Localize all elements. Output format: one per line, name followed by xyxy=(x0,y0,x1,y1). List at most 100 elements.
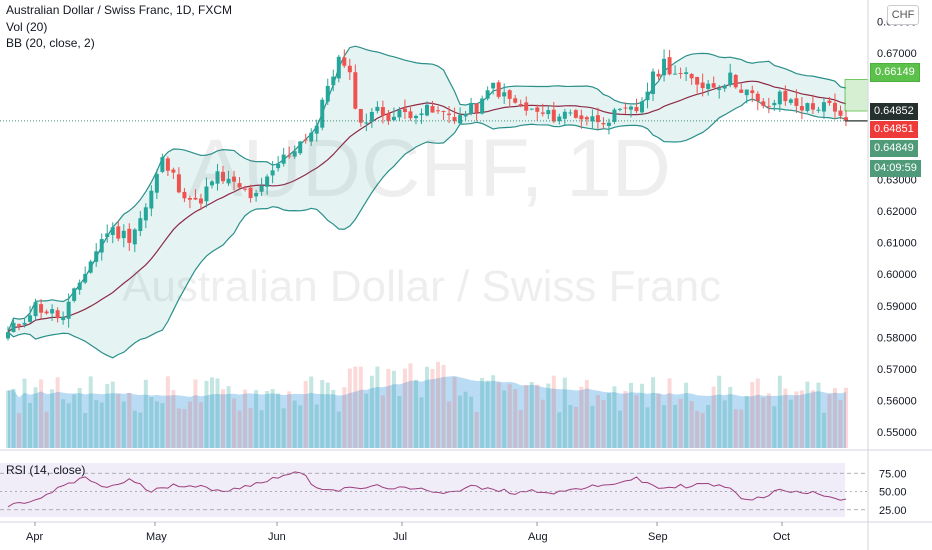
volume-bar xyxy=(777,375,782,448)
candle-body xyxy=(739,89,744,93)
volume-bar xyxy=(617,410,622,448)
candle-body xyxy=(579,115,584,120)
candle-body xyxy=(198,198,203,204)
time-axis-label: Apr xyxy=(26,531,43,543)
candle-body xyxy=(364,122,369,124)
volume-bar xyxy=(595,395,600,448)
candle-body xyxy=(612,109,617,122)
volume-bar xyxy=(810,390,815,448)
candle-body xyxy=(562,111,567,119)
candle-body xyxy=(761,101,766,106)
volume-bar xyxy=(733,409,738,448)
candle-body xyxy=(397,109,402,118)
volume-bar xyxy=(419,397,424,448)
volume-bar xyxy=(474,412,479,448)
candle-body xyxy=(353,72,358,109)
candle-body xyxy=(358,108,363,123)
candle-body xyxy=(39,304,44,313)
candle-body xyxy=(55,310,60,319)
candle-body xyxy=(722,85,727,89)
rsi-legend[interactable]: RSI (14, close) xyxy=(6,463,86,477)
volume-bar xyxy=(226,386,231,448)
candle-body xyxy=(491,82,496,89)
symbol-legend[interactable]: Australian Dollar / Swiss Franc, 1D, FXC… xyxy=(6,3,233,17)
candle-body xyxy=(314,125,319,134)
candle-body xyxy=(640,101,645,113)
volume-bar xyxy=(342,387,347,448)
watermark-name: Australian Dollar / Swiss Franc xyxy=(122,262,722,311)
candle-body xyxy=(425,104,429,116)
candle-body xyxy=(623,107,628,109)
volume-bar xyxy=(336,411,341,448)
bollinger-legend[interactable]: BB (20, close, 2) xyxy=(6,36,95,50)
volume-bar xyxy=(61,399,66,448)
volume-bar xyxy=(524,385,529,448)
volume-bar xyxy=(138,412,143,448)
candle-body xyxy=(83,273,88,283)
candle-body xyxy=(66,301,71,319)
volume-bar xyxy=(480,377,485,448)
volume-bar xyxy=(601,400,606,448)
volume-bar xyxy=(722,400,727,448)
bb-lower-tag: 0.64849 xyxy=(870,140,918,157)
candle-body xyxy=(805,103,810,111)
volume-bar xyxy=(469,396,474,448)
volume-bar xyxy=(243,389,248,448)
candle-body xyxy=(221,171,226,182)
volume-bar xyxy=(573,406,578,448)
candle-body xyxy=(546,110,551,115)
volume-bar xyxy=(667,378,672,448)
candle-body xyxy=(6,332,10,339)
volume-bar xyxy=(584,380,589,448)
volume-bar xyxy=(458,395,463,448)
volume-bar xyxy=(254,390,259,448)
volume-bar xyxy=(513,389,518,448)
candle-body xyxy=(386,113,391,121)
candle-body xyxy=(728,72,733,86)
volume-bar xyxy=(447,401,452,448)
candle-body xyxy=(816,109,821,111)
volume-bar xyxy=(518,409,523,448)
volume-bar xyxy=(176,408,181,448)
price-axis-label: 0.60000 xyxy=(877,269,917,281)
volume-bar xyxy=(386,368,391,448)
volume-bar xyxy=(623,391,628,448)
volume-bar xyxy=(154,401,159,448)
candle-body xyxy=(171,169,176,173)
volume-bar xyxy=(28,402,33,448)
volume-bar xyxy=(799,390,804,448)
candle-body xyxy=(347,65,352,73)
volume-bar xyxy=(165,376,170,448)
volume-bar xyxy=(728,386,733,448)
volume-bar xyxy=(182,409,187,448)
volume-bar xyxy=(94,400,99,448)
volume-bar xyxy=(380,395,385,448)
volume-bar xyxy=(844,387,848,448)
candle-body xyxy=(342,57,347,66)
volume-bar xyxy=(132,410,137,448)
volume-bar xyxy=(55,377,60,448)
currency-button[interactable]: CHF xyxy=(887,5,919,25)
candle-body xyxy=(298,141,303,154)
volume-bar xyxy=(491,375,496,448)
candle-body xyxy=(237,183,242,188)
candle-body xyxy=(535,107,540,112)
candle-body xyxy=(458,115,463,124)
rsi-axis-label: 25.00 xyxy=(879,505,907,517)
price-axis-label: 0.57000 xyxy=(877,364,917,376)
candle-body xyxy=(794,98,799,106)
bb-upper-line xyxy=(7,45,847,333)
candle-body xyxy=(711,83,716,88)
candle-body xyxy=(121,230,126,239)
volume-bar xyxy=(66,403,71,448)
volume-bar xyxy=(39,379,44,448)
volume-bar xyxy=(628,382,633,448)
volume-legend[interactable]: Vol (20) xyxy=(6,20,48,34)
candle-body xyxy=(325,85,330,102)
candle-body xyxy=(160,157,165,172)
candle-body xyxy=(369,111,374,122)
volume-bar xyxy=(606,393,611,448)
volume-bar xyxy=(717,375,722,448)
time-axis-label: Sep xyxy=(648,531,668,543)
candle-body xyxy=(88,261,93,273)
